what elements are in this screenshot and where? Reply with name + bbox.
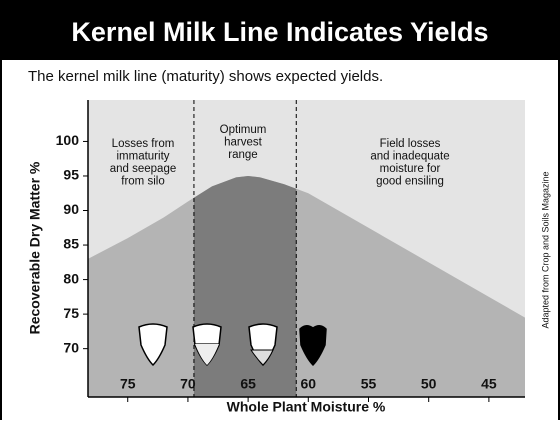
subtitle: The kernel milk line (maturity) shows ex… [28,68,383,85]
y-tick-label: 100 [56,132,80,148]
x-tick-label: 55 [361,376,377,392]
x-tick-label: 65 [240,376,256,392]
title-bar [0,0,560,60]
x-tick-label: 70 [180,376,196,392]
x-tick-label: 45 [481,376,497,392]
y-axis-label: Recoverable Dry Matter % [27,161,43,334]
y-tick-label: 75 [63,305,79,321]
x-tick-label: 75 [120,376,136,392]
y-tick-label: 80 [63,270,79,286]
kernel [299,325,327,367]
source-note: Adapted from Crop and Soils Magazine [540,171,550,328]
kernel [138,323,168,367]
kernel-milk [250,349,274,366]
annotation: Optimum [220,124,267,136]
annotation: range [228,149,257,161]
kernel-milk [195,344,219,365]
annotation: and inadequate [370,151,449,163]
y-tick-label: 70 [63,339,79,355]
annotation: Losses from [112,138,175,150]
y-tick-label: 95 [63,167,79,183]
kernel-icon [138,323,168,367]
kernel-icon [192,323,222,367]
plot: 70 75 80 85 90 95 100 75 70 65 60 55 50 45 Losses from… [56,100,525,402]
kernel-icons [138,323,327,367]
annotation: moisture for [380,163,441,175]
chart-title: Kernel Milk Line Indicates Yields [71,17,488,47]
annotation: good ensiling [376,176,444,188]
annotation: from silo [121,176,164,188]
annotation: harvest [224,137,263,149]
annotation: and seepage [110,163,177,175]
annotation: Field losses [380,138,441,150]
annotation: immaturity [116,151,169,163]
x-axis-label: Whole Plant Moisture % [227,399,386,415]
kernel-icon [248,323,278,367]
x-tick-label: 60 [301,376,317,392]
kernel-icon [299,325,327,367]
y-tick-label: 85 [63,236,79,252]
y-tick-label: 90 [63,201,79,217]
x-tick-label: 50 [421,376,437,392]
